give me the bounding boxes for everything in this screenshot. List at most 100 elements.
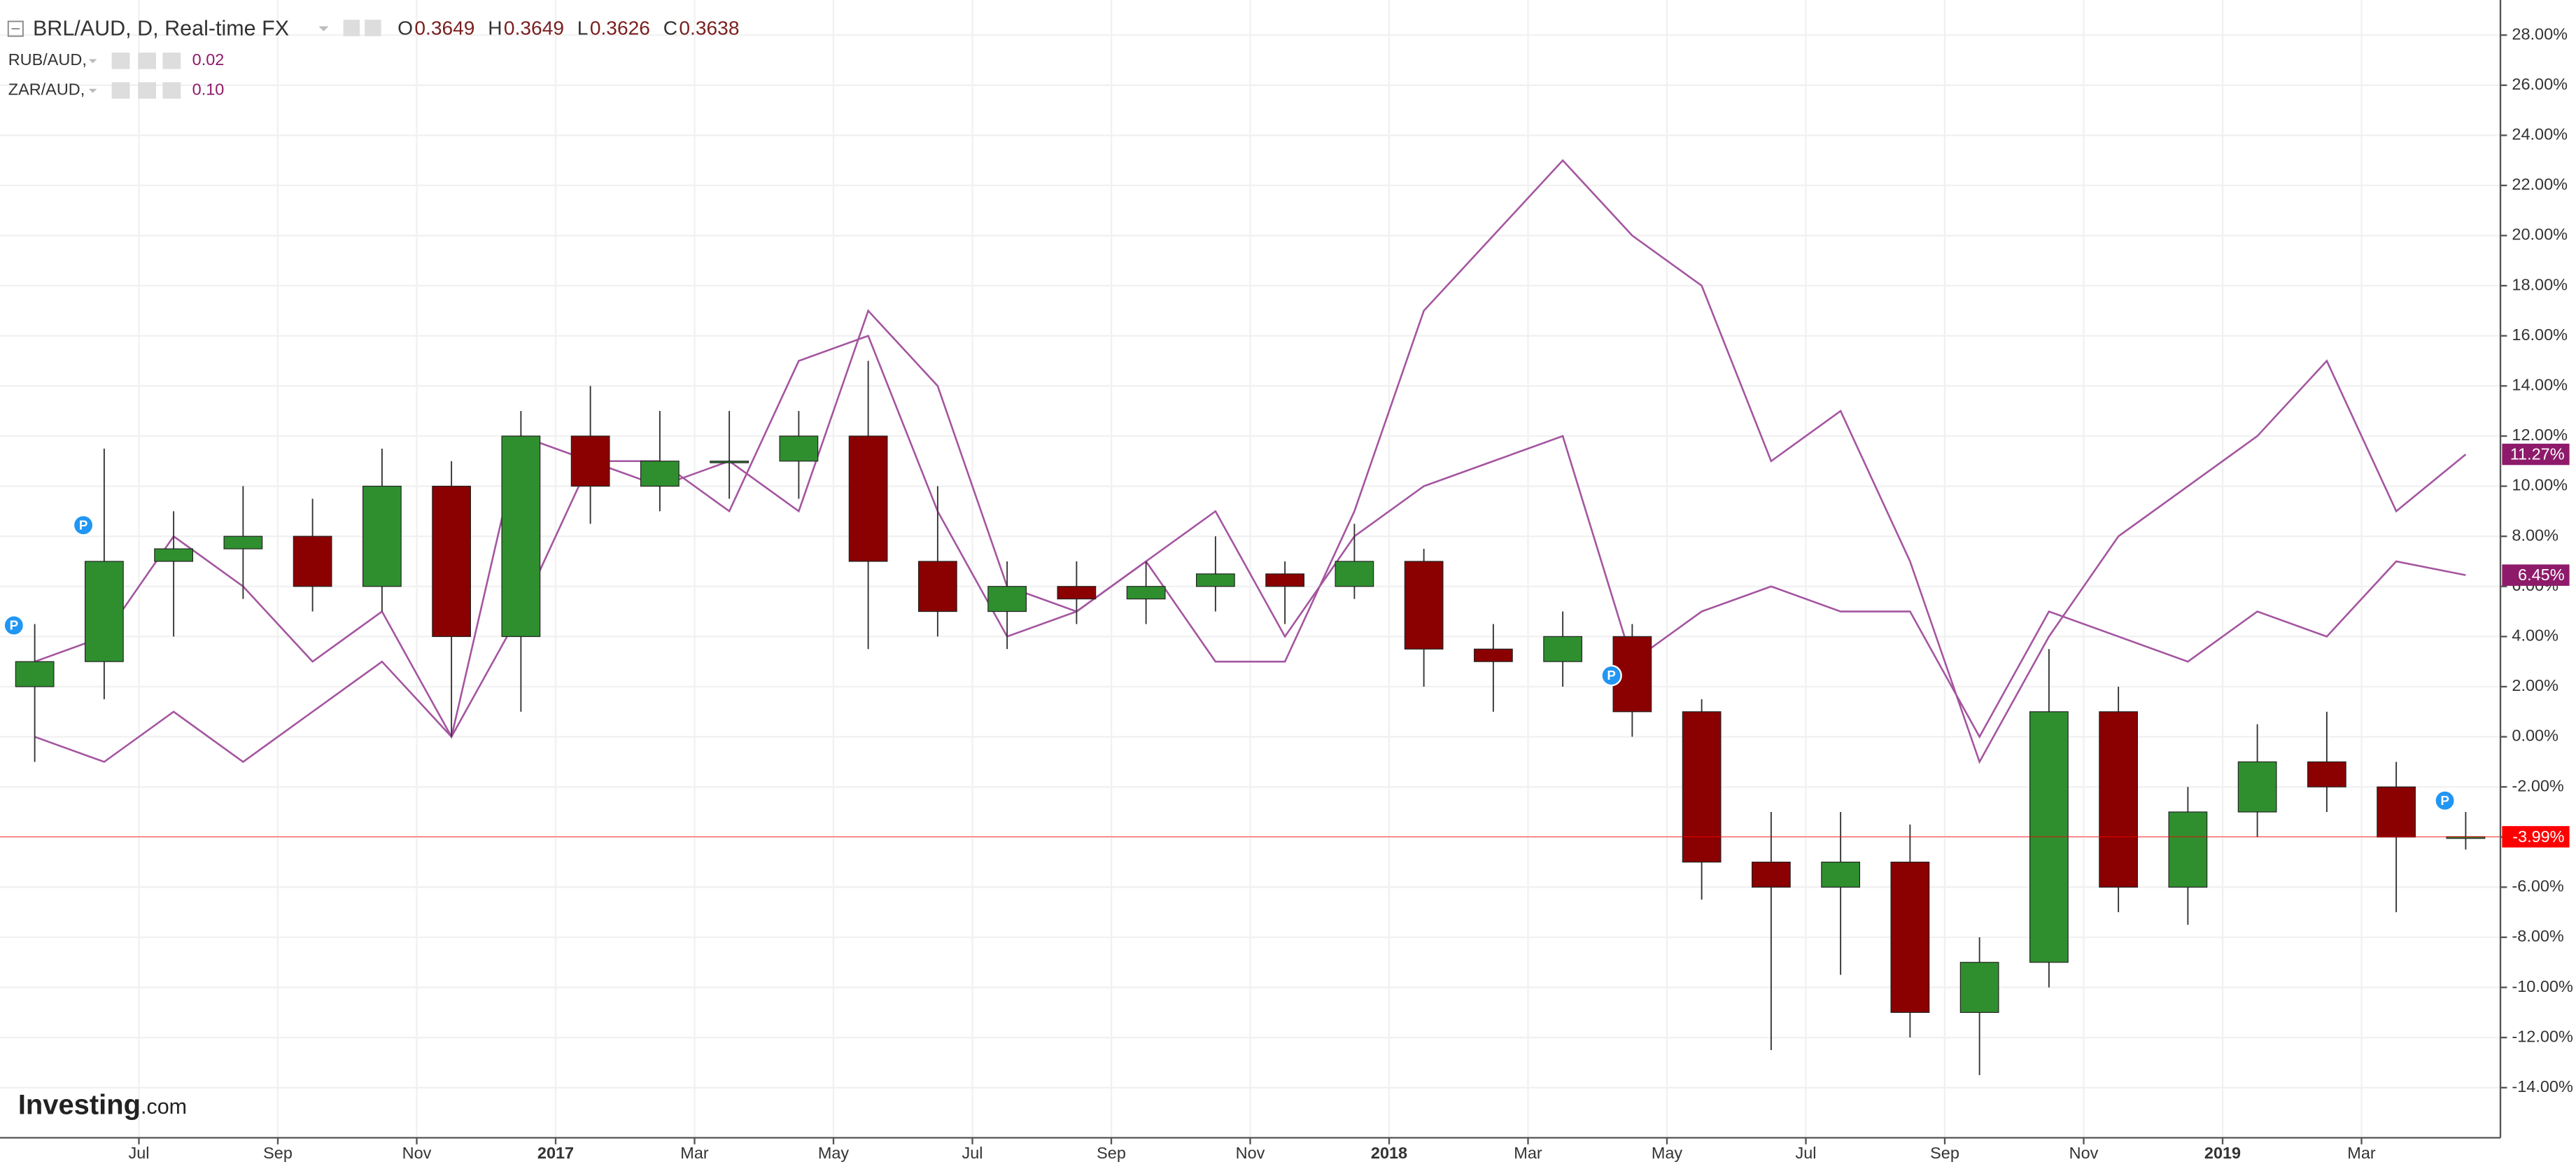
candle-body — [640, 461, 680, 487]
y-tick-label: 2.00% — [2512, 676, 2559, 694]
candle-body — [362, 485, 402, 587]
dropdown-icon[interactable] — [88, 88, 97, 93]
legend-readout: 0.10 — [192, 80, 225, 98]
event-circle — [1600, 664, 1622, 687]
last-value-box — [2502, 443, 2570, 465]
event-label: P — [2440, 793, 2449, 808]
ohlc-value: 0.3626 — [590, 17, 650, 39]
candle-body — [917, 561, 957, 612]
candle-body — [432, 485, 472, 637]
candle-body — [1335, 561, 1374, 587]
collapse-icon[interactable] — [7, 20, 24, 37]
y-tick-label: 24.00% — [2512, 125, 2568, 144]
candle-body — [570, 435, 610, 487]
candle-body — [2377, 786, 2416, 838]
x-tick-label: 2018 — [1371, 1144, 1407, 1162]
y-tick-label: -6.00% — [2512, 877, 2563, 895]
x-tick-label: 2017 — [537, 1144, 574, 1162]
candle-body — [154, 548, 194, 562]
x-tick-label: 2019 — [2204, 1144, 2241, 1162]
candle-body — [848, 435, 888, 562]
ohlc-readout: O 0.3649 H 0.3649 L 0.3626 C 0.3638 — [397, 17, 739, 39]
ohlc-key: L — [577, 17, 589, 39]
legend-icon[interactable] — [138, 82, 157, 99]
x-tick-label: Jul — [1796, 1144, 1817, 1162]
y-tick-label: 8.00% — [2512, 526, 2559, 544]
legend-icon[interactable] — [162, 82, 181, 99]
candle-body — [2237, 761, 2277, 813]
candle-body — [710, 461, 749, 463]
candle-body — [779, 435, 819, 462]
candle-body — [1890, 861, 1930, 1013]
legend-entry: RUB/AUD, — [8, 50, 87, 69]
ohlc-value: 0.3649 — [504, 17, 564, 39]
y-tick-label: 16.00% — [2512, 326, 2568, 344]
y-tick-label: 14.00% — [2512, 376, 2568, 394]
candle-body — [1752, 861, 1791, 888]
last-value-box — [2502, 564, 2570, 586]
y-tick-label: 10.00% — [2512, 476, 2568, 494]
candle-body — [987, 586, 1027, 612]
event-marker[interactable]: P — [3, 615, 25, 636]
x-tick-label: Sep — [263, 1144, 293, 1162]
ohlc-value: 0.3638 — [679, 17, 739, 39]
candle-body — [1682, 711, 1722, 863]
candle-body — [1057, 586, 1097, 600]
chart-title: BRL/AUD, D, Real-time FX — [33, 16, 289, 40]
axes: 28.00% 26.00% 24.00% 22.00% 20.00% 18.00% 16.0… — [128, 24, 2573, 1162]
y-tick-label: 4.00% — [2512, 626, 2559, 645]
candle-body — [501, 435, 541, 637]
x-tick-label: Mar — [680, 1144, 709, 1162]
candle-body — [1821, 861, 1861, 888]
event-marker[interactable]: P — [2434, 790, 2456, 811]
x-tick-label: Nov — [402, 1144, 432, 1162]
candle-body — [1195, 573, 1235, 587]
x-tick-label: Nov — [2069, 1144, 2099, 1162]
last-price-box — [2502, 826, 2570, 848]
y-tick-label: 12.00% — [2512, 426, 2568, 444]
line-series — [34, 159, 2467, 764]
candle-body — [2099, 711, 2139, 888]
x-tick-label: May — [818, 1144, 850, 1162]
series-legend: RUB/AUD, 0.02 ZAR/AUD, 0.10 — [8, 50, 225, 99]
legend-icon[interactable] — [162, 52, 181, 69]
settings-icon[interactable] — [343, 20, 360, 36]
dropdown-icon[interactable] — [318, 26, 329, 31]
ohlc-value: 0.3649 — [414, 17, 474, 39]
candle-body — [1959, 962, 1999, 1013]
event-marker[interactable]: P — [1600, 664, 1622, 687]
last-price-label: -3.99% — [2512, 827, 2564, 846]
last-value-label: 6.45% — [2518, 566, 2565, 584]
ohlc-key: H — [488, 17, 502, 39]
watermark-brand: Investing — [18, 1089, 141, 1120]
y-tick-label: -10.00% — [2512, 977, 2573, 995]
last-value-label: 11.27% — [2510, 444, 2565, 463]
grid — [0, 0, 2501, 1138]
y-tick-label: 22.00% — [2512, 175, 2568, 193]
ohlc-key: C — [663, 17, 677, 39]
watermark-suffix: .com — [141, 1095, 187, 1119]
legend-icon[interactable] — [138, 52, 157, 69]
event-label: P — [1607, 668, 1616, 682]
legend-entry: ZAR/AUD, — [8, 80, 85, 98]
x-tick-label: Jul — [128, 1144, 149, 1162]
dropdown-icon[interactable] — [88, 59, 97, 64]
event-circle — [2434, 790, 2456, 811]
x-tick-label: May — [1652, 1144, 1683, 1162]
x-tick-label: Sep — [1930, 1144, 1959, 1162]
candle-body — [1404, 561, 1444, 650]
candle-body — [1265, 573, 1305, 587]
candle-body — [1474, 648, 1513, 662]
event-label: P — [10, 618, 19, 633]
legend-icon[interactable] — [111, 82, 130, 99]
y-tick-label: 28.00% — [2512, 24, 2568, 43]
legend-icon[interactable] — [111, 52, 130, 69]
settings-icon[interactable] — [365, 20, 381, 36]
event-marker[interactable]: P — [72, 514, 94, 536]
x-tick-label: Nov — [1236, 1144, 1265, 1162]
candle-body — [293, 536, 332, 587]
y-tick-label: -14.00% — [2512, 1077, 2573, 1096]
candle-body — [223, 536, 263, 550]
